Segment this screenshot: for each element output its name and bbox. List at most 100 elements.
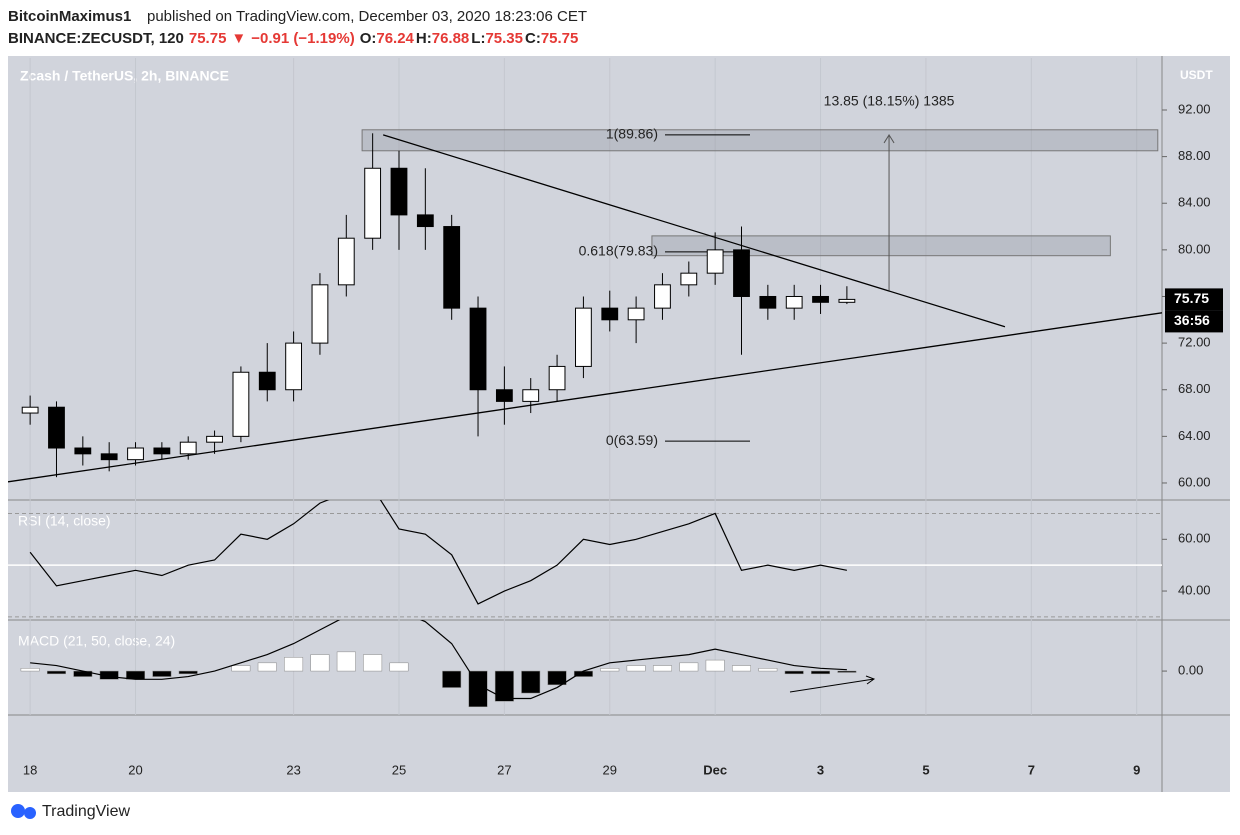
rsi-pane [8,500,1162,618]
x-tick-label: 27 [497,762,511,777]
macd-bar [20,668,40,672]
candle-body [601,307,619,321]
y-tick-label: 64.00 [1178,428,1211,443]
fib-label: 0(63.59) [606,432,658,448]
y-tick-label: 0.00 [1178,663,1203,678]
macd-bar [389,662,409,672]
x-tick-label: 7 [1028,762,1035,777]
y-tick-label: 84.00 [1178,195,1211,210]
quote-line: BINANCE:ZECUSDT, 120 75.75 ▼ −0.91 (−1.19%)… [8,30,578,47]
x-tick-label: 18 [23,762,37,777]
chart-background [8,56,1230,752]
quote-arrow: ▼ [231,30,246,47]
candle-body [100,453,118,461]
macd-bar [732,665,751,672]
candle-body [311,284,329,344]
macd-bar [494,670,514,702]
logo [11,804,36,819]
macd-bar [547,670,567,686]
countdown-tag [1165,310,1223,333]
candle-body [390,167,408,216]
brand: TradingView [42,803,130,820]
x-tick-label: 23 [286,762,300,777]
y-tick-label: 68.00 [1178,381,1211,396]
x-tick-label: Dec [703,762,727,777]
macd-bar [231,665,251,672]
measure-label: 13.85 (18.15%) 1385 [824,93,955,109]
y-tick-label: 60.00 [1178,474,1211,489]
macd-bar [178,670,198,675]
candle-body [575,307,592,367]
quote-last: 75.75 [189,30,227,47]
fib-label: 1(89.86) [606,126,658,142]
macd-pane [20,620,876,708]
macd-bar [837,670,857,673]
quote-h: 76.88 [432,30,470,47]
quote-l: 75.35 [485,30,523,47]
candle-body [416,214,434,228]
macd-bar [758,668,778,672]
macd-bar [310,654,330,672]
publish-info: published on TradingView.com, December 0… [147,8,587,25]
trendline [382,134,1006,328]
divergence-arrow [789,675,876,693]
candle-body [74,447,92,455]
candle-body [495,389,513,402]
candle-body [153,447,171,455]
fib-label: 0.618(79.83) [579,243,658,259]
pane-title: Zcash / TetherUS, 2h, BINANCE [20,68,229,84]
y-tick-label: 88.00 [1178,148,1211,163]
axis-unit: USDT [1180,68,1213,82]
candle-body [680,272,698,286]
candle-body [48,406,65,449]
y-tick-label: 92.00 [1178,101,1211,116]
x-tick-label: 5 [922,762,929,777]
x-tick-label: 29 [603,762,617,777]
rsi-line [29,500,848,605]
quote-ticker: BINANCE:ZECUSDT, 120 [8,30,184,47]
quote-c: 75.75 [541,30,579,47]
candle-body [232,371,250,437]
x-tick-label: 3 [817,762,824,777]
candle-body [706,249,724,274]
pane-title: RSI (14, close) [18,513,111,529]
x-tick-label: 9 [1133,762,1140,777]
candle-body [759,295,777,309]
macd-bar [521,670,541,694]
macd-bar [336,651,356,672]
zone [361,129,1159,152]
candle-body [443,226,461,309]
candle-body [285,342,303,391]
candle-body [364,167,382,239]
arrow-head [883,133,895,144]
macd-line [30,620,847,700]
candle-body [785,295,803,309]
candle-body [206,435,223,443]
y-tick-label: 40.00 [1178,582,1211,597]
quote-change: −0.91 (−1.19%) [251,30,354,47]
candle-body [627,307,645,321]
candle-body [337,237,355,286]
zone [651,235,1111,257]
macd-bar [152,670,172,677]
candle-body [127,447,144,461]
pane-title: MACD (21, 50, close, 24) [18,633,175,649]
x-tick-label: 25 [392,762,406,777]
candle-body [469,307,487,391]
candle-body [548,365,566,391]
y-tick-label: 80.00 [1178,241,1211,256]
macd-bar [652,665,672,672]
trendline [8,312,1162,483]
macd-bar [284,657,304,672]
macd-bar [811,670,831,675]
macd-bar [363,654,383,672]
macd-bar [468,670,488,708]
quote-o-label: O: [360,30,377,47]
countdown: 36:56 [1174,312,1210,328]
macd-bar [784,670,804,675]
macd-bar [600,668,620,672]
quote-h-label: H: [416,30,432,47]
quote-c-label: C: [525,30,541,47]
macd-bar [47,670,66,675]
